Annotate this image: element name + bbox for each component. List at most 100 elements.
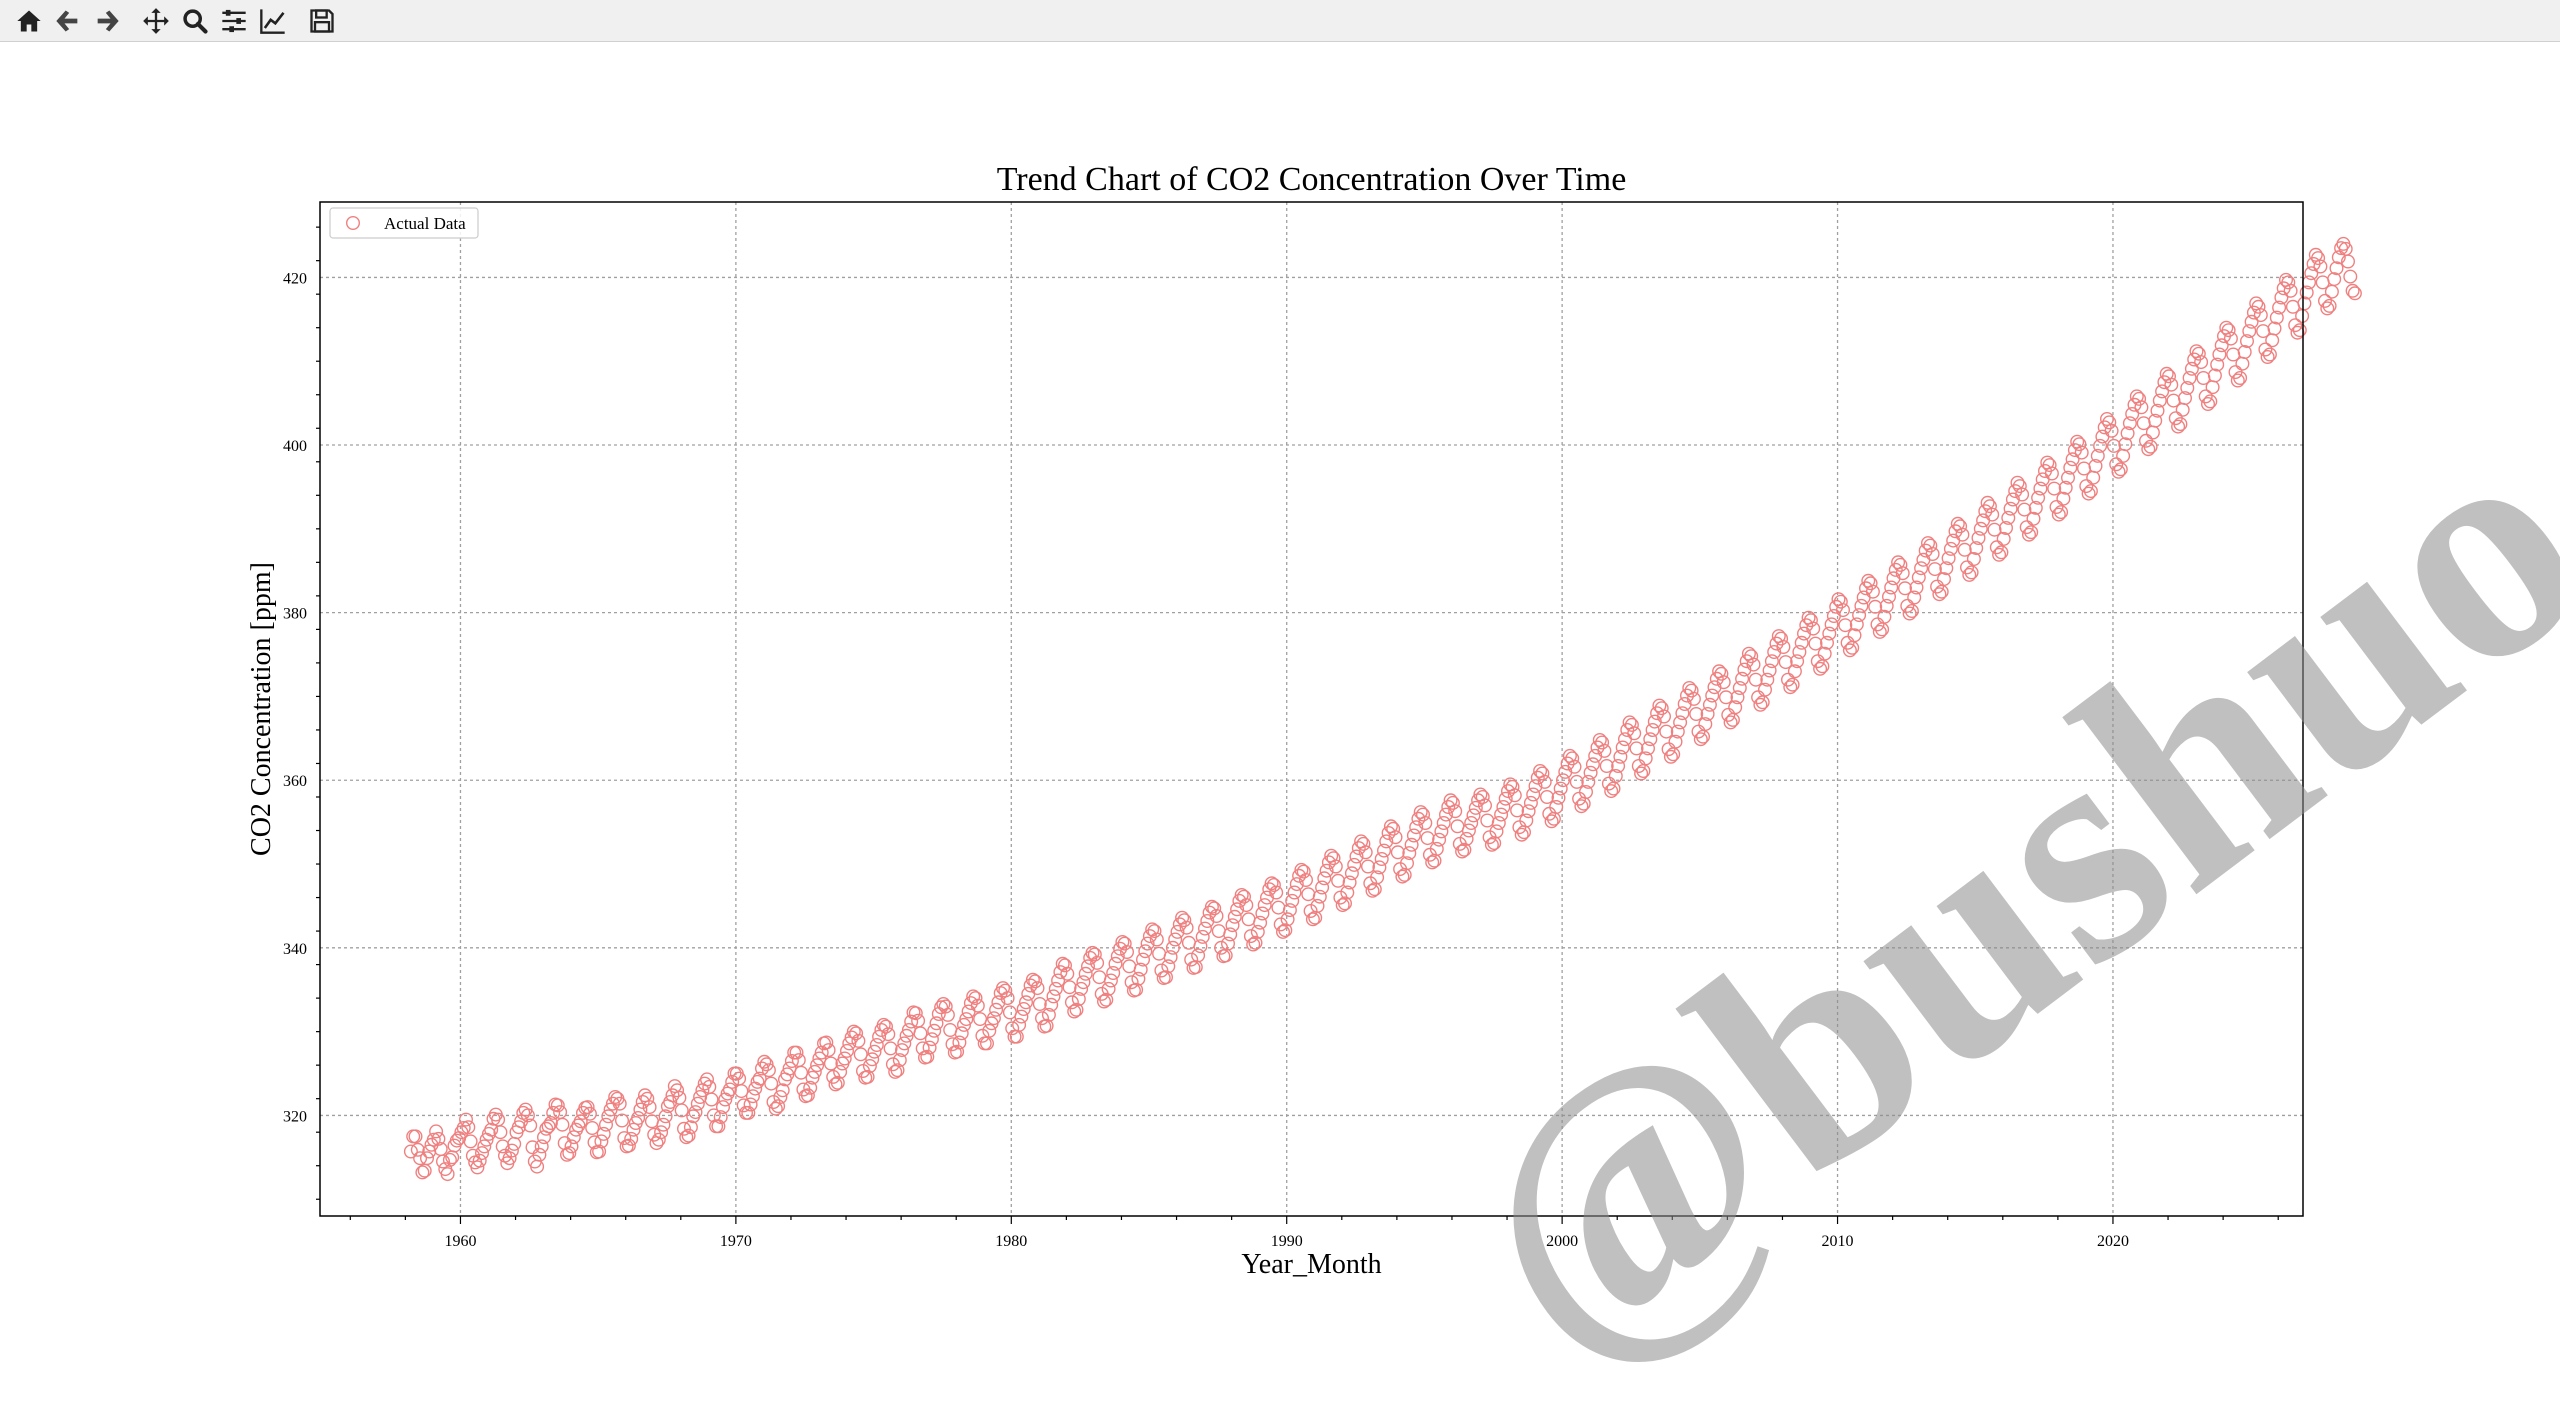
- data-point: [1344, 866, 1359, 881]
- data-point: [973, 1012, 988, 1027]
- data-point: [736, 1098, 751, 1113]
- data-point: [1468, 800, 1483, 815]
- data-point: [1441, 800, 1456, 815]
- data-point: [1202, 905, 1217, 920]
- data-point: [1872, 624, 1887, 639]
- data-point: [1253, 915, 1268, 930]
- data-point: [2134, 400, 2149, 415]
- data-point: [1246, 937, 1261, 952]
- data-point: [752, 1071, 767, 1086]
- data-point: [1927, 562, 1942, 577]
- data-point: [1014, 1009, 1029, 1024]
- data-point: [803, 1080, 818, 1095]
- data-point: [759, 1057, 774, 1072]
- data-point: [1048, 981, 1063, 996]
- data-point: [2083, 484, 2098, 499]
- data-point: [2175, 402, 2190, 417]
- data-point: [2024, 525, 2039, 540]
- data-point: [954, 1026, 969, 1041]
- data-point: [2003, 501, 2018, 516]
- data-point: [2090, 448, 2105, 463]
- data-point: [1748, 672, 1763, 687]
- data-point: [869, 1037, 884, 1052]
- data-point: [2203, 394, 2218, 409]
- data-point: [1684, 683, 1699, 698]
- data-point: [1266, 878, 1281, 893]
- data-point: [757, 1054, 772, 1069]
- data-point: [550, 1098, 565, 1113]
- data-point: [1601, 776, 1616, 791]
- data-point: [1581, 774, 1596, 789]
- data-point: [1980, 495, 1995, 510]
- data-point: [2099, 412, 2114, 427]
- data-point: [2086, 470, 2101, 485]
- data-point: [1191, 948, 1206, 963]
- data-point: [2223, 331, 2238, 346]
- data-point: [647, 1127, 662, 1142]
- data-point: [1340, 885, 1355, 900]
- data-point: [927, 1023, 942, 1038]
- data-point: [1149, 932, 1164, 947]
- home-button[interactable]: [12, 4, 46, 38]
- data-point: [2233, 371, 2248, 386]
- zoom-button[interactable]: [178, 4, 212, 38]
- data-point: [2122, 416, 2137, 431]
- data-point: [940, 1007, 955, 1022]
- data-point: [2049, 500, 2064, 515]
- pan-button[interactable]: [139, 4, 173, 38]
- data-point: [1051, 973, 1066, 988]
- data-point: [472, 1153, 487, 1168]
- data-point: [1096, 994, 1111, 1009]
- data-point: [475, 1146, 490, 1161]
- data-point: [2299, 285, 2314, 300]
- data-point: [913, 1026, 928, 1041]
- data-point: [755, 1061, 770, 1076]
- data-point: [1374, 852, 1389, 867]
- data-point: [833, 1064, 848, 1079]
- data-point: [2242, 324, 2257, 339]
- data-point: [1429, 841, 1444, 856]
- data-point: [1445, 795, 1460, 810]
- configure-subplots-button[interactable]: [217, 4, 251, 38]
- data-point: [2058, 480, 2073, 495]
- data-point: [1432, 832, 1447, 847]
- data-point: [2265, 333, 2280, 348]
- data-point: [477, 1139, 492, 1154]
- data-point: [615, 1113, 630, 1128]
- data-point: [766, 1094, 781, 1109]
- data-point: [1700, 707, 1715, 722]
- legend-marker: [346, 215, 361, 230]
- data-point: [1973, 521, 1988, 536]
- data-point: [1590, 740, 1605, 755]
- data-point: [1438, 807, 1453, 822]
- edit-axis-button[interactable]: [256, 4, 290, 38]
- data-point: [1122, 959, 1137, 974]
- data-point: [1565, 751, 1580, 766]
- y-axis-label: CO2 Concentration [ppm]: [246, 562, 277, 856]
- data-point: [1078, 966, 1093, 981]
- data-point: [587, 1135, 602, 1150]
- data-point: [1223, 927, 1238, 942]
- data-point: [1177, 913, 1192, 928]
- data-point: [1034, 1011, 1049, 1026]
- data-point: [2028, 500, 2043, 515]
- data-point: [2340, 254, 2355, 269]
- data-point: [830, 1075, 845, 1090]
- data-point: [1315, 880, 1330, 895]
- data-point: [2063, 460, 2078, 475]
- save-button[interactable]: [305, 4, 339, 38]
- data-point: [2180, 381, 2195, 396]
- data-point: [1948, 524, 1963, 539]
- data-point: [1679, 688, 1694, 703]
- data-point: [1842, 643, 1857, 658]
- data-point: [1087, 947, 1102, 962]
- data-point: [789, 1045, 804, 1060]
- data-point: [413, 1151, 428, 1166]
- forward-button[interactable]: [90, 4, 124, 38]
- data-point: [1528, 779, 1543, 794]
- data-point: [1317, 871, 1332, 886]
- data-point: [1521, 804, 1536, 819]
- back-button[interactable]: [51, 4, 85, 38]
- data-point: [605, 1096, 620, 1111]
- data-point: [784, 1053, 799, 1068]
